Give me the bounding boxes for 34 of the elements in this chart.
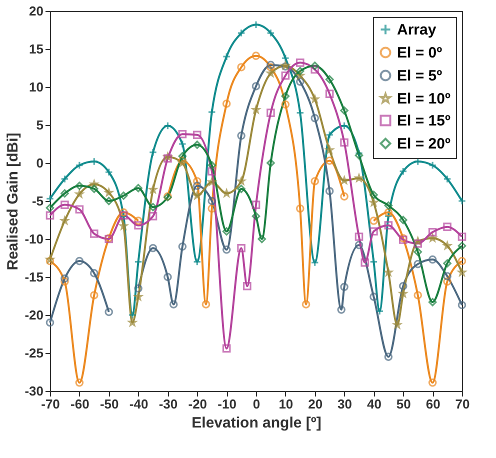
x-tick-label: 70 xyxy=(455,396,470,412)
x-tick-label: 40 xyxy=(366,396,382,412)
x-tick-label: -20 xyxy=(188,396,208,412)
y-tick-label: -10 xyxy=(24,232,44,246)
legend-label: El = 10º xyxy=(397,90,451,108)
y-tick-label: 15 xyxy=(29,42,44,56)
x-tick-label: -60 xyxy=(70,396,90,412)
x-tick-label: 10 xyxy=(278,396,294,412)
x-tick-label: -40 xyxy=(129,396,148,412)
legend-label: El = 15º xyxy=(397,112,451,130)
y-tick-label: 0 xyxy=(36,156,44,170)
legend-label: El = 5º xyxy=(397,68,443,84)
y-tick-label: -25 xyxy=(24,346,44,360)
x-tick-label: 20 xyxy=(308,396,323,412)
x-tick-label: -70 xyxy=(41,396,60,412)
y-tick-label: 10 xyxy=(29,80,44,94)
x-axis-title: Elevation angle [º] xyxy=(192,414,322,432)
x-tick-label: 50 xyxy=(396,396,411,412)
y-tick-label: -30 xyxy=(24,384,44,398)
legend-label: El = 0º xyxy=(397,44,443,62)
x-tick-label: -30 xyxy=(158,396,178,412)
legend-label: El = 20º xyxy=(397,136,451,152)
x-tick-label: -50 xyxy=(100,396,119,412)
y-axis-title: Realised Gain [dBi] xyxy=(4,132,22,270)
x-tick-label: -10 xyxy=(218,396,236,412)
x-tick-label: 60 xyxy=(426,396,440,412)
legend-label: Array xyxy=(397,22,437,38)
x-tick-label: 0 xyxy=(252,396,260,412)
x-tick-label: 30 xyxy=(338,396,352,412)
y-tick-label: -5 xyxy=(32,194,44,208)
y-tick-label: 5 xyxy=(36,118,44,132)
y-tick-label: -20 xyxy=(24,308,44,322)
y-tick-label: 20 xyxy=(29,4,44,18)
y-tick-label: -15 xyxy=(24,270,44,284)
